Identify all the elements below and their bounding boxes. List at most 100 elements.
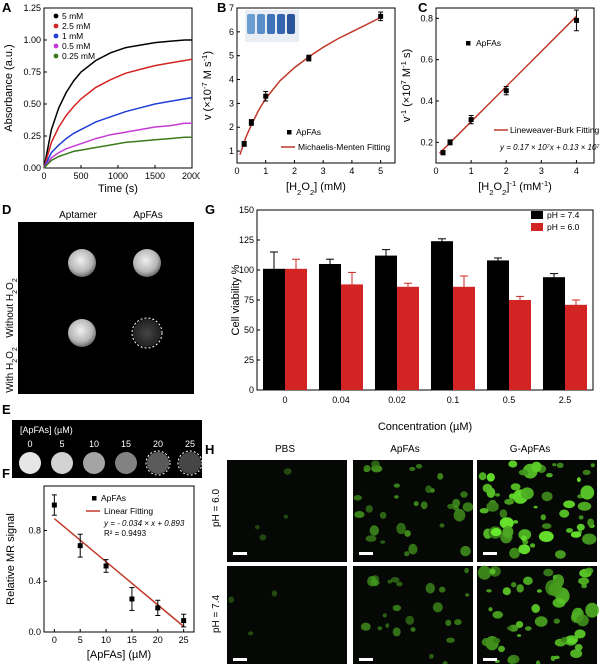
cell-fluorescence — [396, 581, 403, 587]
cell-fluorescence — [585, 602, 599, 618]
bar-ph60 — [509, 300, 531, 390]
x-axis-label: Time (s) — [98, 183, 138, 195]
data-point — [51, 502, 57, 508]
scale-bar — [233, 552, 247, 555]
cell-fluorescence — [552, 598, 566, 608]
cell-fluorescence — [228, 596, 234, 603]
cell-fluorescence — [556, 462, 564, 468]
cell-fluorescence — [283, 468, 292, 475]
x-tick-label: 4 — [349, 166, 354, 176]
cell-fluorescence — [510, 483, 521, 491]
mri-strip-label: 25 — [185, 439, 195, 449]
mri-background — [18, 222, 194, 394]
cell-fluorescence — [541, 491, 553, 502]
bar-ph74 — [319, 264, 341, 390]
x-tick-label: 0 — [282, 395, 287, 405]
y-tick-label: 2 — [229, 122, 234, 132]
y-tick-label: 0.8 — [420, 13, 433, 23]
y-tick-label: 0.2 — [420, 137, 433, 147]
y-axis-label: Cell viability % — [230, 264, 242, 335]
cell-fluorescence — [499, 509, 508, 518]
legend-marker — [92, 496, 97, 501]
cell-fluorescence — [552, 574, 557, 580]
x-axis-label: [H2O2]-1 (mM-1) — [478, 179, 552, 197]
y-tick-label: 4 — [229, 75, 234, 85]
x-tick-label: 0 — [234, 166, 239, 176]
x-tick-label: 0 — [41, 171, 46, 181]
cell-fluorescence — [520, 535, 527, 542]
x-axis-label: [ApFAs] (µM) — [87, 649, 151, 661]
mri-spot-apfas-with — [133, 319, 161, 347]
series-line-1mM — [43, 96, 193, 169]
cell-fluorescence — [520, 487, 534, 500]
vial-images — [247, 14, 295, 34]
cell-fluorescence — [460, 545, 471, 557]
x-axis-label: Concentration (µM) — [378, 421, 472, 433]
cell-fluorescence — [515, 621, 524, 628]
panel-letter-c: C — [418, 0, 428, 15]
legend-label: ApFAs — [296, 127, 321, 137]
legend-label: Linear Fitting — [104, 506, 153, 516]
cell-fluorescence — [410, 627, 416, 632]
cell-fluorescence — [478, 472, 487, 481]
y-tick-label: 100 — [239, 265, 254, 275]
col-label-aptamer: Aptamer — [59, 210, 97, 221]
cell-fluorescence — [531, 461, 542, 472]
cell-fluorescence — [563, 500, 575, 509]
cell-fluorescence — [385, 623, 390, 628]
data-point — [306, 55, 312, 61]
y-tick-label: 7 — [229, 3, 234, 13]
mri-spot-aptamer-without — [68, 249, 96, 277]
x-tick-label: 5 — [78, 635, 83, 645]
y-tick-label: 75 — [244, 295, 254, 305]
cell-fluorescence — [499, 517, 514, 529]
cell-fluorescence — [536, 589, 542, 593]
cell-fluorescence — [486, 501, 499, 512]
cell-fluorescence — [379, 511, 387, 519]
row-label-ph74: pH = 7.4 — [211, 595, 222, 634]
cell-fluorescence — [394, 495, 399, 499]
panel-c-chart: C 0 1 2 3 4 0.2 0.4 0.6 0.8 ApFAs Lineweaver-Burk … — [400, 0, 600, 197]
cell-fluorescence — [255, 525, 260, 530]
series-line-25mM — [43, 58, 193, 169]
cell-fluorescence — [518, 544, 531, 555]
y-tick-label: 0.4 — [28, 576, 41, 586]
row-label-without: Without H2O2 — [5, 278, 19, 338]
col-label-apfas: ApFAs — [133, 210, 162, 221]
plot-frame — [43, 7, 193, 169]
cell-fluorescence — [415, 463, 423, 469]
y-tick-label: 3 — [229, 98, 234, 108]
cell-fluorescence — [507, 656, 516, 664]
x-tick-label: 1 — [469, 166, 474, 176]
cell-fluorescence — [453, 508, 466, 522]
cell-fluorescence — [369, 525, 379, 536]
cell-fluorescence — [507, 626, 513, 631]
vial-inset — [245, 10, 299, 42]
mri-strip-title: [ApFAs] (µM) — [20, 425, 73, 435]
mri-spot-aptamer-with — [68, 319, 96, 347]
legend-label: ApFAs — [476, 38, 501, 48]
bar-ph60 — [397, 286, 419, 390]
data-point — [181, 618, 187, 624]
cell-fluorescence — [541, 523, 552, 529]
cell-fluorescence — [523, 576, 533, 585]
cell-fluorescence — [488, 607, 493, 612]
mri-strip-dashed-ring — [177, 450, 203, 476]
cell-fluorescence — [460, 491, 468, 498]
cell-fluorescence — [540, 514, 546, 521]
cell-fluorescence — [396, 522, 406, 535]
mri-strip-spot — [179, 452, 201, 474]
col-label-apfas-h: ApFAs — [390, 444, 419, 455]
bar-ph74 — [543, 277, 565, 390]
cell-fluorescence — [354, 511, 365, 518]
cell-fluorescence — [570, 649, 583, 659]
panel-letter-h: H — [205, 442, 214, 457]
y-tick-label: 0.8 — [28, 525, 41, 535]
cell-fluorescence — [494, 493, 501, 497]
data-point — [573, 17, 579, 23]
legend-label: pH = 6.0 — [547, 222, 580, 232]
scale-bar — [233, 658, 247, 661]
cell-fluorescence — [574, 644, 583, 651]
cell-fluorescence — [446, 637, 455, 643]
